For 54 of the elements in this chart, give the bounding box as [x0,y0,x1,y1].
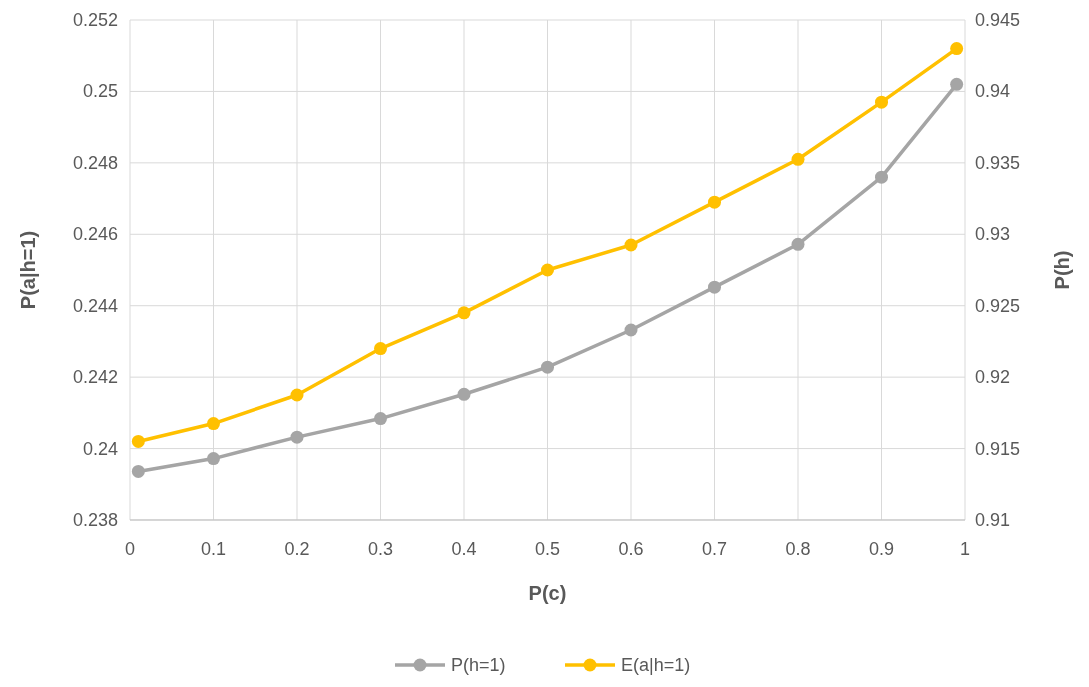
point [207,452,220,466]
legend-label: E(a|h=1) [621,655,691,675]
y2-tick-label: 0.91 [975,510,1011,530]
point [374,412,387,426]
y-tick-label: 0.248 [72,152,118,173]
point [290,388,304,402]
point [875,170,888,184]
point [541,360,554,374]
y2-tick-label: 0.92 [975,367,1011,388]
y2-tick-label: 0.925 [975,295,1021,316]
point [950,77,964,91]
y-tick-label: 0.246 [72,224,118,245]
point [875,95,888,109]
point [374,342,387,356]
y-tick-label: 0.242 [72,367,118,388]
x-tick-label: 0.1 [200,539,227,559]
x-axis-title: P(c) [528,582,567,604]
x-tick-label: 1 [959,539,971,559]
y-tick-label: 0.252 [72,10,118,30]
y-tick-label: 0.24 [82,438,118,459]
point [290,430,304,444]
point [457,306,471,320]
legend-label: P(h=1) [451,655,506,675]
y2-tick-label: 0.945 [975,10,1021,30]
y-tick-label: 0.244 [72,295,118,316]
x-tick-label: 0.7 [701,539,728,559]
point [708,195,721,209]
point [791,152,805,166]
x-tick-label: 0.2 [284,539,310,559]
y2-tick-label: 0.915 [975,438,1021,459]
x-tick-label: 0 [124,539,136,559]
point [624,238,638,252]
y-tick-label: 0.25 [82,81,118,102]
point [708,280,721,294]
point [457,387,471,401]
x-tick-label: 0.8 [785,539,811,559]
x-tick-label: 0.5 [534,539,561,559]
x-tick-label: 0.9 [868,539,895,559]
x-tick-label: 0.6 [618,539,644,559]
y2-tick-label: 0.935 [975,152,1021,173]
y2-tick-label: 0.93 [975,224,1011,245]
point [624,323,638,337]
x-tick-label: 0.4 [451,539,477,559]
y2-axis-title: P(h) [1051,250,1073,290]
point [131,434,145,448]
y-axis-title: P(a|h=1) [17,230,39,310]
y2-tick-label: 0.94 [975,81,1011,102]
point [791,237,805,251]
point [541,263,554,277]
x-tick-label: 0.3 [367,539,394,559]
point [950,42,964,56]
point [207,417,220,431]
point [131,464,145,478]
y-tick-label: 0.238 [72,510,118,530]
